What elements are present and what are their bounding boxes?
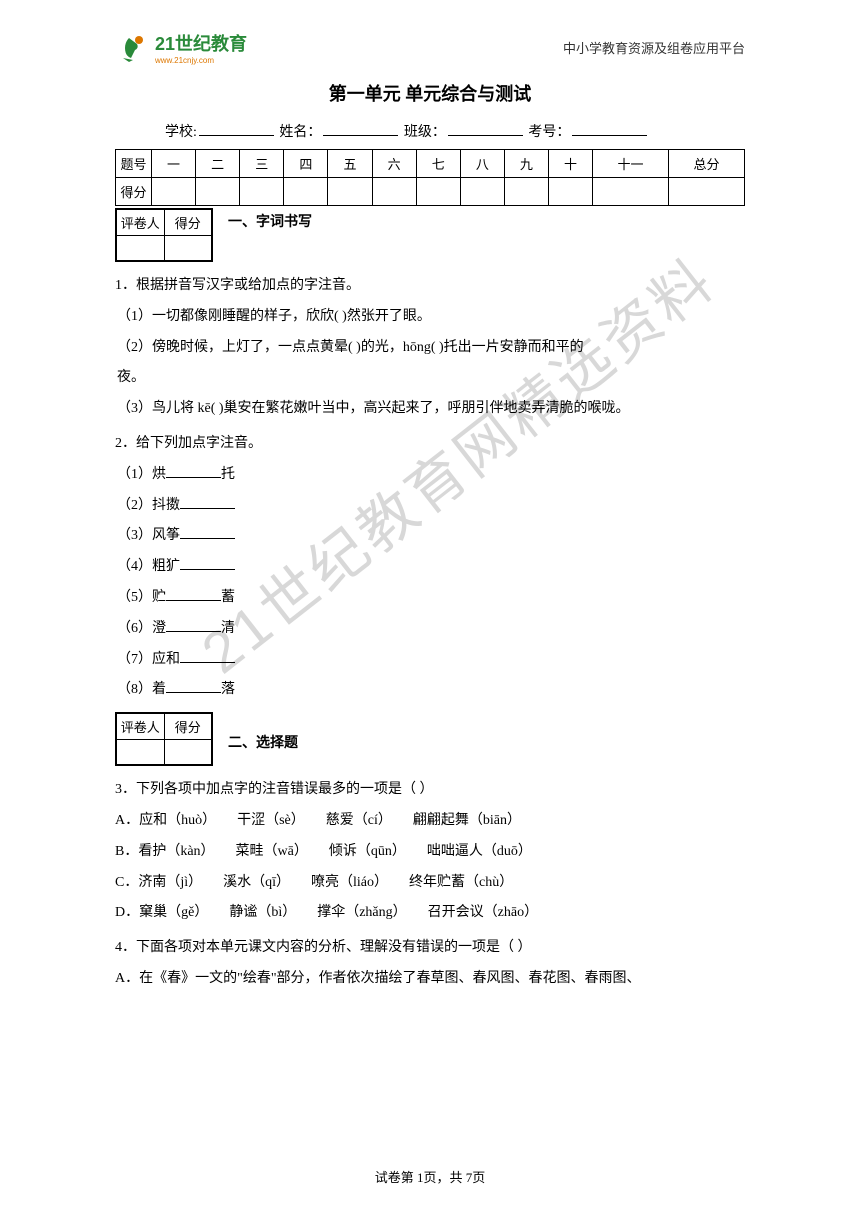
score-cell[interactable] — [548, 178, 592, 206]
score-col: 八 — [460, 150, 504, 178]
grader-cell[interactable] — [164, 235, 212, 261]
q2-1: （1）烘托 — [115, 460, 745, 491]
grader-cell[interactable] — [116, 235, 164, 261]
logo-url: www.21cnjy.com — [155, 56, 247, 65]
q1-1: （1）一切都像刚睡醒的样子，欣欣( )然张开了眼。 — [115, 302, 745, 333]
page-title: 第一单元 单元综合与测试 — [115, 80, 745, 106]
header: 21世纪教育 www.21cnjy.com 中小学教育资源及组卷应用平台 — [0, 0, 860, 75]
blank[interactable] — [572, 135, 647, 136]
q1-2a: （2）傍晚时候，上灯了，一点点黄晕( )的光，hōng( )托出一片安静而和平的 — [115, 333, 745, 364]
section2-title: 二、选择题 — [228, 732, 298, 752]
score-cell[interactable] — [284, 178, 328, 206]
q3: 3．下列各项中加点字的注音错误最多的一项是（ ） — [115, 775, 745, 806]
footer: 试卷第 1页，共 7页 — [0, 1167, 860, 1186]
q4a: A．在《春》一文的"绘春"部分，作者依次描绘了春草图、春风图、春花图、春雨图、 — [115, 964, 745, 995]
score-cell[interactable] — [416, 178, 460, 206]
score-col: 四 — [284, 150, 328, 178]
grader-table-2: 评卷人得分 — [115, 712, 213, 766]
grader-table: 评卷人得分 — [115, 208, 213, 262]
score-cell[interactable] — [196, 178, 240, 206]
grader-col2: 得分 — [164, 713, 212, 739]
info-line: 学校: 姓名： 班级： 考号： — [115, 121, 745, 141]
q2-6: （6）澄清 — [115, 614, 745, 645]
q1-3: （3）鸟儿将 kē( )巢安在繁花嫩叶当中，高兴起来了，呼朋引伴地卖弄清脆的喉咙… — [115, 394, 745, 425]
score-col: 总分 — [669, 150, 745, 178]
q1: 1．根据拼音写汉字或给加点的字注音。 — [115, 271, 745, 302]
score-table: 题号 一 二 三 四 五 六 七 八 九 十 十一 总分 得分 — [115, 149, 745, 206]
q3d: D．窠巢（gě） 静谧（bì） 撑伞（zhǎng） 召开会议（zhāo） — [115, 898, 745, 929]
score-col: 七 — [416, 150, 460, 178]
score-cell[interactable] — [240, 178, 284, 206]
q2: 2．给下列加点字注音。 — [115, 429, 745, 460]
q2-8: （8）着落 — [115, 675, 745, 706]
header-right-text: 中小学教育资源及组卷应用平台 — [563, 38, 745, 57]
score-col: 十一 — [593, 150, 669, 178]
info-examno: 考号： — [528, 125, 570, 140]
score-col: 二 — [196, 150, 240, 178]
q3b: B．看护（kàn） 菜畦（wā） 倾诉（qūn） 咄咄逼人（duō） — [115, 837, 745, 868]
logo-main-text: 21世纪教育 — [155, 30, 247, 56]
score-cell[interactable] — [372, 178, 416, 206]
grader-cell[interactable] — [116, 739, 164, 765]
grader-col1: 评卷人 — [116, 209, 164, 235]
score-cell[interactable] — [328, 178, 372, 206]
score-row-label: 得分 — [116, 178, 152, 206]
q4: 4．下面各项对本单元课文内容的分析、理解没有错误的一项是（ ） — [115, 933, 745, 964]
score-cell[interactable] — [152, 178, 196, 206]
score-col: 十 — [548, 150, 592, 178]
score-col: 一 — [152, 150, 196, 178]
grader-col1: 评卷人 — [116, 713, 164, 739]
score-col: 六 — [372, 150, 416, 178]
info-class: 班级： — [404, 125, 446, 140]
score-cell[interactable] — [669, 178, 745, 206]
blank[interactable] — [323, 135, 398, 136]
score-cell[interactable] — [504, 178, 548, 206]
q1-2b: 夜。 — [115, 363, 745, 394]
score-col: 九 — [504, 150, 548, 178]
q2-5: （5）贮蓄 — [115, 583, 745, 614]
q2-7: （7）应和 — [115, 645, 745, 676]
q2-4: （4）粗犷 — [115, 552, 745, 583]
logo: 21世纪教育 www.21cnjy.com — [115, 30, 247, 65]
info-name: 姓名： — [279, 125, 321, 140]
grader-col2: 得分 — [164, 209, 212, 235]
score-cell[interactable] — [593, 178, 669, 206]
grader-cell[interactable] — [164, 739, 212, 765]
score-col: 五 — [328, 150, 372, 178]
logo-icon — [115, 30, 150, 65]
q3a: A．应和（huò） 干涩（sè） 慈爱（cí） 翩翩起舞（biān） — [115, 806, 745, 837]
blank[interactable] — [448, 135, 523, 136]
score-col: 三 — [240, 150, 284, 178]
q2-3: （3）风筝 — [115, 521, 745, 552]
score-row-label: 题号 — [116, 150, 152, 178]
q2-2: （2）抖擞 — [115, 491, 745, 522]
info-school: 学校: — [165, 125, 197, 140]
q3c: C．济南（jì） 溪水（qī） 嘹亮（liáo） 终年贮蓄（chù） — [115, 868, 745, 899]
blank[interactable] — [199, 135, 274, 136]
section1-title: 一、字词书写 — [228, 211, 312, 231]
score-cell[interactable] — [460, 178, 504, 206]
